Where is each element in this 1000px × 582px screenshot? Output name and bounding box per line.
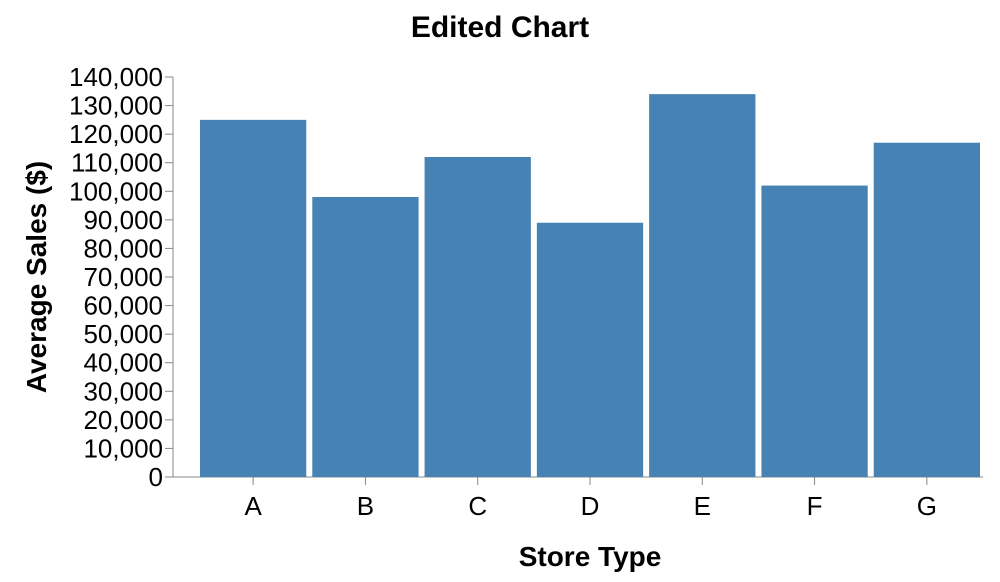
y-tick-label: 0	[149, 462, 163, 492]
x-tick-label: C	[468, 491, 487, 521]
bar-a	[200, 119, 307, 477]
y-tick-label: 20,000	[83, 405, 163, 435]
bars	[200, 94, 980, 478]
x-tick-label: B	[357, 491, 374, 521]
x-tick-label: A	[244, 491, 262, 521]
bar-c	[424, 157, 531, 477]
x-tick-label: G	[917, 491, 937, 521]
bar-f	[761, 185, 868, 478]
y-tick-label: 90,000	[83, 205, 163, 235]
y-tick-label: 100,000	[69, 176, 163, 206]
x-axis-title: Store Type	[519, 541, 662, 572]
chart-title: Edited Chart	[411, 11, 589, 44]
y-tick-label: 40,000	[83, 348, 163, 378]
bar-d	[536, 222, 644, 477]
x-tick-label: F	[807, 491, 823, 521]
y-axis: 010,00020,00030,00040,00050,00060,00070,…	[69, 62, 174, 492]
bar-e	[649, 94, 756, 478]
bar-g	[873, 142, 980, 477]
y-tick-label: 80,000	[83, 233, 163, 263]
x-tick-label: E	[694, 491, 711, 521]
y-tick-label: 120,000	[69, 119, 163, 149]
y-tick-label: 70,000	[83, 262, 163, 292]
x-tick-label: D	[581, 491, 600, 521]
bar-b	[312, 197, 419, 477]
x-axis: A B C D E F G	[173, 476, 983, 521]
y-tick-label: 140,000	[69, 62, 163, 92]
y-tick-label: 10,000	[83, 433, 163, 463]
y-tick-label: 50,000	[83, 319, 163, 349]
y-axis-title: Average Sales ($)	[21, 161, 52, 393]
y-tick-label: 130,000	[69, 91, 163, 121]
y-tick-label: 110,000	[71, 148, 163, 178]
y-tick-label: 60,000	[83, 291, 163, 321]
y-tick-label: 30,000	[83, 376, 163, 406]
